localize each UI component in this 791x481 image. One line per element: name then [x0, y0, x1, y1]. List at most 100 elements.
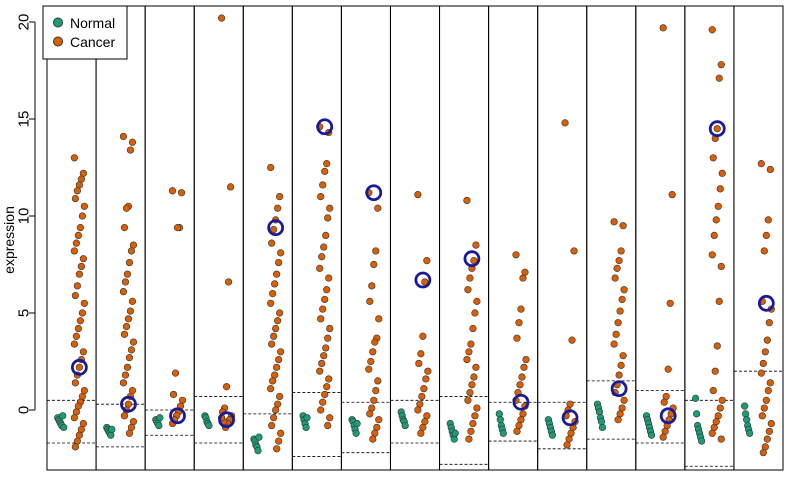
cancer-point: [709, 387, 717, 395]
cancer-point: [763, 336, 771, 344]
normal-point: [156, 414, 164, 422]
cancer-point: [420, 385, 428, 393]
cancer-point: [270, 414, 278, 422]
highlight-marker: [414, 271, 432, 289]
cancer-point: [512, 251, 520, 259]
normal-point: [743, 416, 751, 424]
panels-layer: [46, 5, 784, 471]
panel-frame: [242, 5, 293, 471]
normal-point: [495, 410, 503, 418]
cancer-point: [318, 253, 326, 261]
highlight-marker: [120, 395, 137, 413]
cancer-point: [469, 324, 477, 333]
cancer-point: [659, 433, 667, 441]
cancer-point: [274, 317, 282, 325]
cancer-point: [317, 193, 325, 201]
y-tick-label: 0: [15, 406, 32, 414]
normal-point: [597, 418, 606, 426]
cancer-point: [370, 260, 378, 269]
cancer-point: [561, 119, 569, 127]
panel-frame: [340, 5, 391, 471]
cancer-point: [617, 247, 625, 255]
cancer-point: [70, 340, 78, 348]
cancer-point: [715, 297, 723, 305]
cancer-point: [271, 280, 279, 288]
highlight-marker: [316, 118, 334, 136]
normal-point: [107, 431, 115, 439]
cancer-point: [615, 371, 623, 379]
cancer-point: [717, 61, 725, 69]
cancer-point: [78, 309, 86, 317]
cancer-point: [80, 202, 88, 210]
cancer-point: [70, 414, 78, 422]
panel-frame: [291, 5, 342, 471]
cancer-point: [120, 412, 129, 420]
cancer-point: [522, 355, 530, 364]
cancer-point: [717, 262, 725, 271]
normal-point: [255, 433, 263, 441]
cancer-point: [763, 435, 771, 443]
cancer-point: [414, 406, 422, 414]
cancer-point: [714, 202, 722, 210]
cancer-point: [317, 315, 325, 323]
cancer-point: [121, 278, 130, 286]
normal-point: [548, 431, 556, 439]
cancer-point: [325, 375, 333, 383]
cancer-point: [321, 295, 329, 304]
cancer-point: [463, 196, 471, 205]
cancer-point: [614, 319, 622, 327]
cancer-point: [273, 445, 281, 453]
cancer-point: [71, 379, 79, 387]
cancer-point: [616, 307, 624, 315]
cancer-point: [128, 297, 137, 305]
cancer-point: [73, 187, 81, 195]
cancer-point: [127, 247, 136, 255]
cancer-point: [518, 373, 526, 381]
cancer-point: [517, 305, 525, 313]
cancer-point: [323, 286, 331, 294]
cancer-point: [472, 363, 480, 371]
cancer-point: [415, 359, 423, 368]
cancer-point: [766, 379, 774, 387]
y-tick-label: 15: [15, 111, 32, 128]
cancer-point: [717, 435, 725, 443]
cancer-point: [371, 338, 379, 346]
cancer-point: [321, 167, 329, 175]
cancer-point: [762, 231, 770, 239]
cancer-point: [471, 309, 479, 317]
cancer-point: [513, 427, 521, 435]
cancer-point: [324, 214, 332, 222]
cancer-point: [469, 419, 477, 428]
highlight-marker: [169, 407, 186, 425]
normal-point: [741, 402, 749, 410]
cancer-point: [224, 278, 233, 286]
normal-point: [401, 421, 409, 430]
cancer-point: [123, 363, 132, 371]
cancer-point: [570, 247, 578, 255]
cancer-point: [709, 154, 717, 162]
cancer-point: [276, 193, 284, 201]
cancer-point: [467, 340, 475, 348]
cancer-point: [71, 194, 79, 203]
cancer-point: [268, 239, 276, 247]
cancer-point: [268, 340, 276, 348]
cancer-point: [615, 257, 623, 265]
normal-point: [303, 414, 311, 422]
cancer-point: [269, 290, 277, 298]
cancer-point: [171, 369, 180, 377]
cancer-point: [716, 185, 724, 193]
cancer-point: [519, 274, 527, 282]
cancer-point: [324, 334, 332, 342]
cancer-point: [316, 367, 324, 375]
cancer-point: [267, 385, 275, 393]
points-layer: [54, 14, 775, 457]
cancer-point: [125, 258, 134, 267]
cancer-point: [273, 270, 281, 278]
cancer-point: [73, 282, 81, 290]
cancer-point: [762, 396, 770, 404]
cancer-point: [418, 392, 426, 401]
cancer-point: [320, 243, 328, 251]
cancer-point: [326, 204, 334, 212]
cancer-point: [473, 297, 481, 305]
normal-point: [352, 429, 360, 437]
